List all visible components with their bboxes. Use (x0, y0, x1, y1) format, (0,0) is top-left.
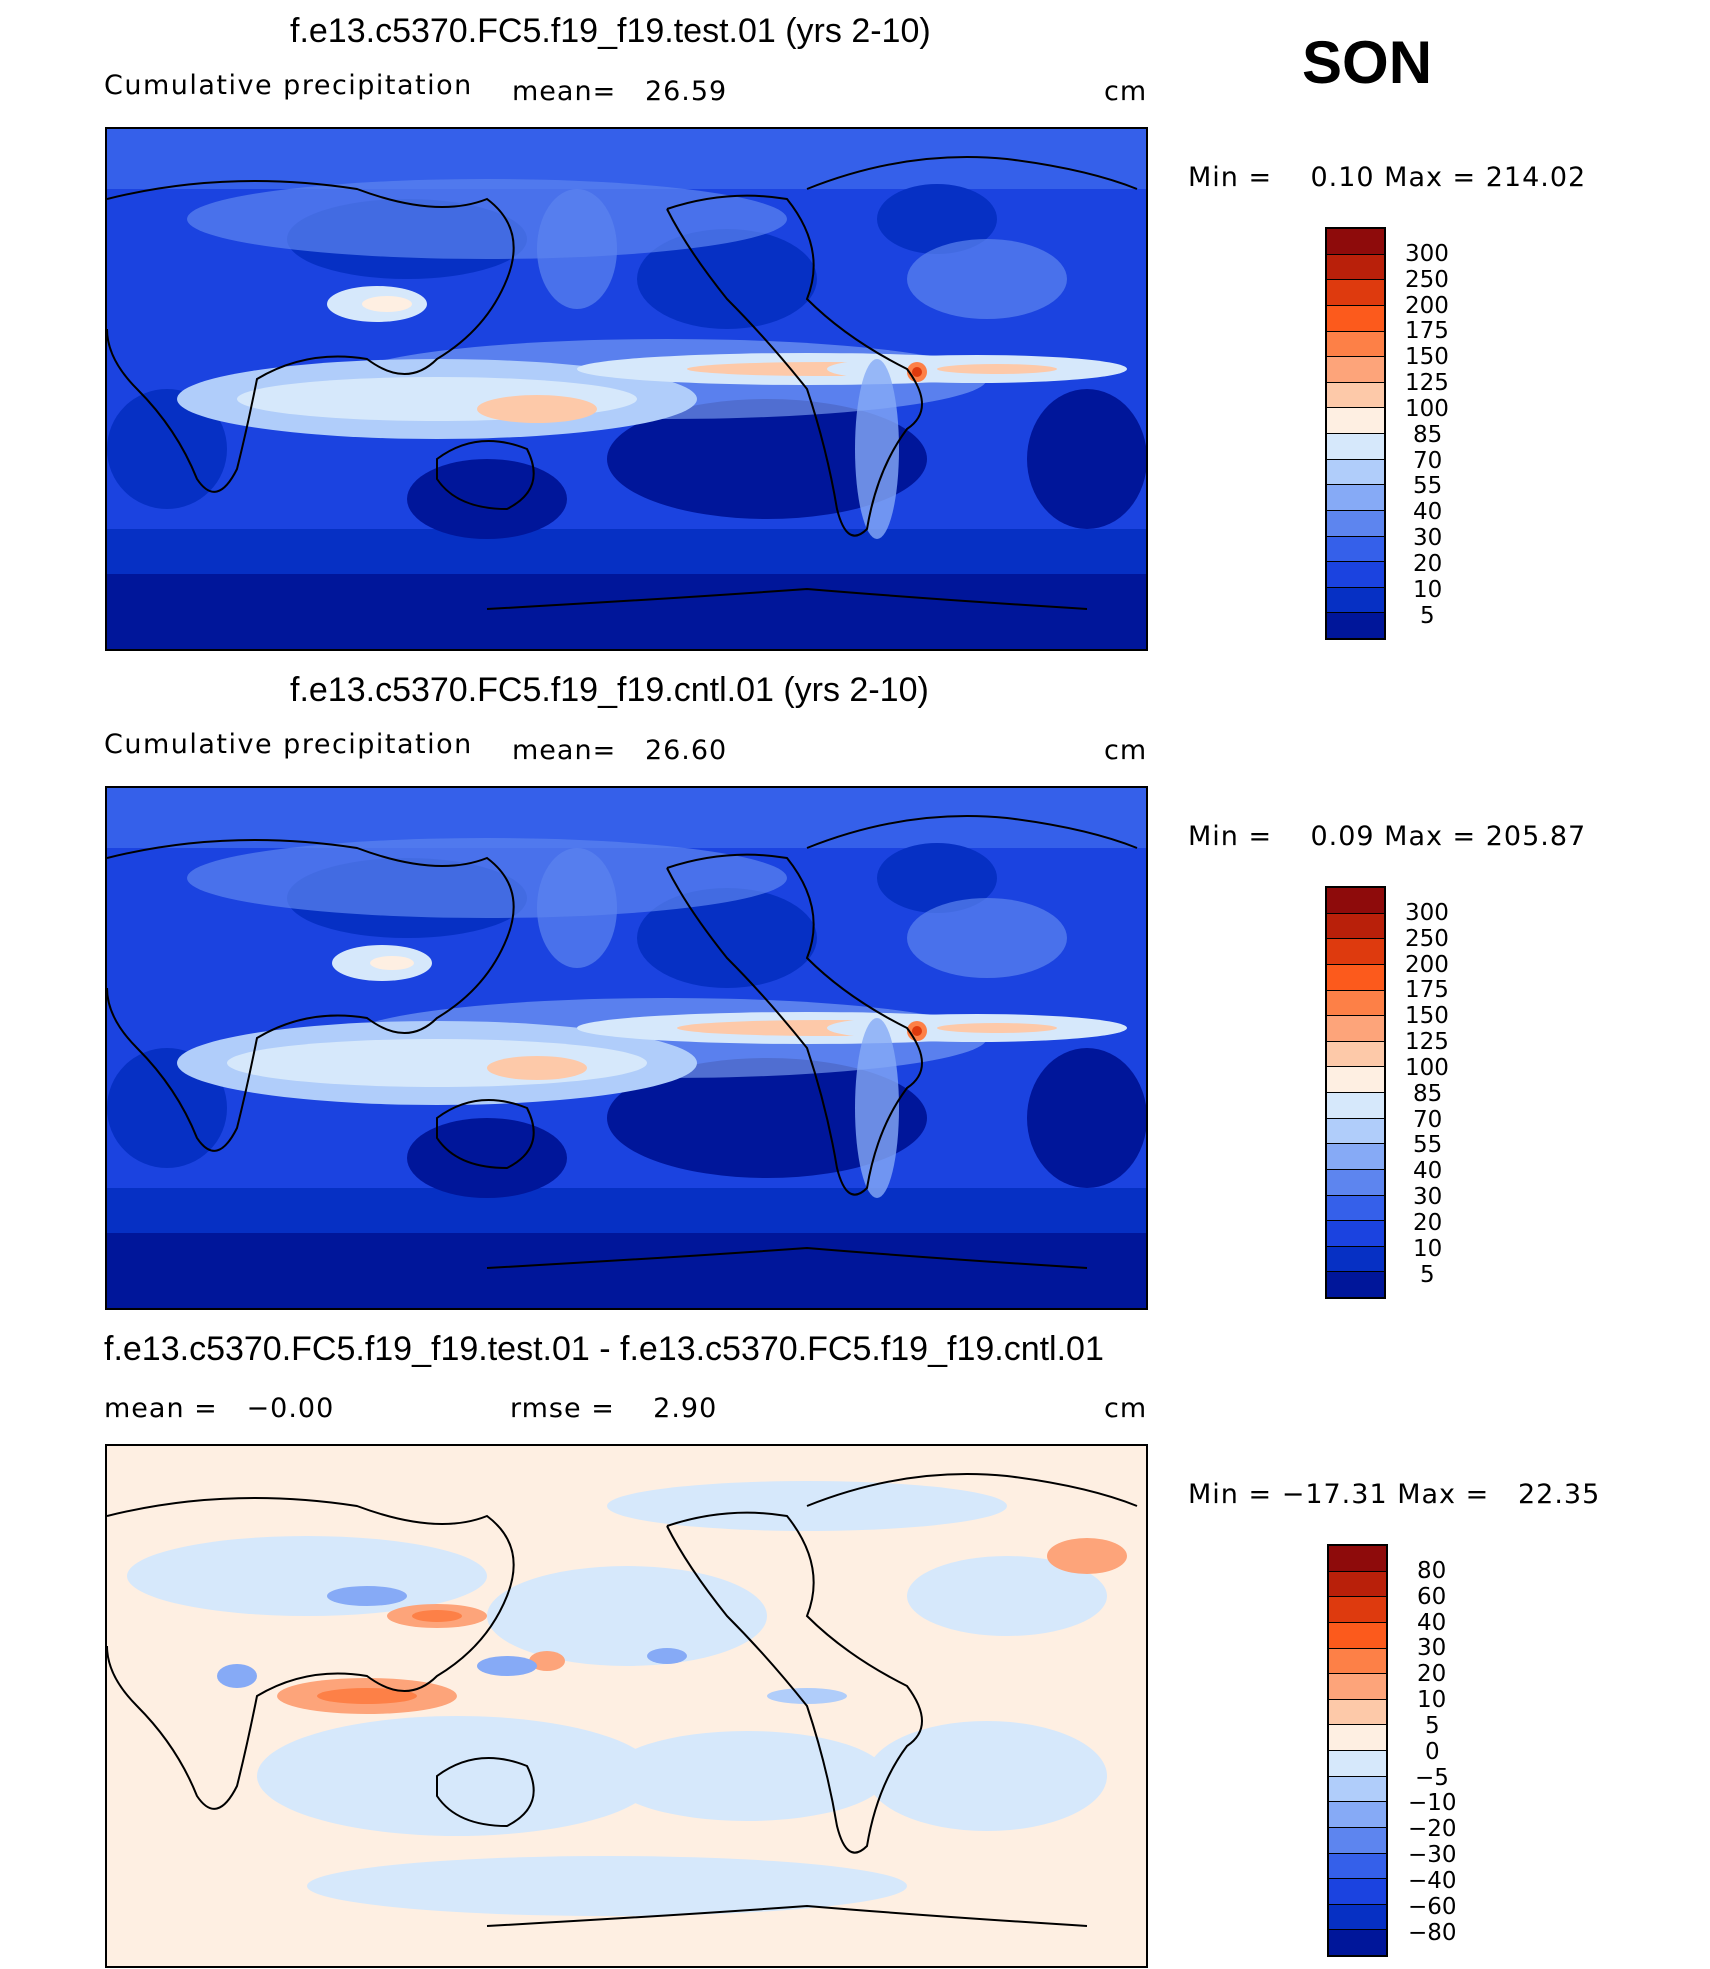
panel-1-colorbar-tick: 40 (1413, 499, 1443, 525)
panel-2-title: f.e13.c5370.FC5.f19_f19.cntl.01 (yrs 2-1… (290, 671, 929, 709)
panel-2-colorbar-tick: 150 (1405, 1003, 1449, 1029)
panel-1-colorbar-tick: 10 (1413, 577, 1443, 603)
panel-1-units: cm (1104, 76, 1148, 107)
panel-2-colorbar-tick: 300 (1405, 900, 1449, 926)
panel-1-colorbar-tick: 175 (1405, 318, 1449, 344)
panel-1-colorbar-tick: 300 (1405, 241, 1449, 267)
panel-2-colorbar-tick: 100 (1405, 1055, 1449, 1081)
panel-2-field-label: Cumulative precipitation (104, 729, 473, 760)
panel-3-minmax: Min = −17.31 Max = 22.35 (1188, 1479, 1601, 1510)
panel-3-diff-field (107, 1446, 1146, 1966)
panel-1-minmax: Min = 0.10 Max = 214.02 (1188, 162, 1587, 193)
panel-2-colorbar-tick: 200 (1405, 952, 1449, 978)
panel-1-colorbar-tick: 150 (1405, 344, 1449, 370)
panel-3-map (105, 1444, 1148, 1968)
panel-2-colorbar-tick: 70 (1413, 1107, 1443, 1133)
panel-2-minmax: Min = 0.09 Max = 205.87 (1188, 821, 1587, 852)
panel-2-colorbar (1325, 886, 1386, 1299)
panel-3-rmse: rmse = 2.90 (510, 1393, 718, 1424)
panel-3-title: f.e13.c5370.FC5.f19_f19.test.01 - f.e13.… (104, 1330, 1104, 1368)
panel-2-units: cm (1104, 735, 1148, 766)
panel-3-colorbar-tick: −40 (1408, 1868, 1457, 1894)
panel-2-colorbar-tick: 175 (1405, 977, 1449, 1003)
panel-3-colorbar-tick: 5 (1425, 1713, 1440, 1739)
panel-3-colorbar-tick: 10 (1417, 1687, 1447, 1713)
panel-3-colorbar-tick: 80 (1417, 1558, 1447, 1584)
panel-2-colorbar-tick: 40 (1413, 1158, 1443, 1184)
panel-2-colorbar-tick: 55 (1413, 1132, 1443, 1158)
panel-3-colorbar-tick: −30 (1408, 1842, 1457, 1868)
panel-2-colorbar-tick: 10 (1413, 1236, 1443, 1262)
panel-2-colorbar-tick: 30 (1413, 1184, 1443, 1210)
panel-3-colorbar-tick: −20 (1408, 1816, 1457, 1842)
panel-1-colorbar-tick: 70 (1413, 448, 1443, 474)
panel-3-colorbar (1327, 1544, 1388, 1957)
panel-2-colorbar-tick: 5 (1420, 1262, 1435, 1288)
panel-3-colorbar-tick: 40 (1417, 1610, 1447, 1636)
panel-2-map (105, 786, 1148, 1310)
panel-1-map (105, 127, 1148, 651)
panel-1-field-label: Cumulative precipitation (104, 70, 473, 101)
panel-1-precip-field (107, 129, 1146, 649)
panel-2-colorbar-tick: 250 (1405, 926, 1449, 952)
panel-1-colorbar-tick: 85 (1413, 422, 1443, 448)
panel-3-colorbar-tick: −5 (1415, 1765, 1449, 1791)
panel-3-colorbar-tick: −80 (1408, 1920, 1457, 1946)
panel-2-precip-field (107, 788, 1146, 1308)
panel-1-colorbar-tick: 250 (1405, 267, 1449, 293)
panel-3-mean: mean = −0.00 (104, 1393, 335, 1424)
panel-3-colorbar-tick: −60 (1408, 1894, 1457, 1920)
panel-3-colorbar-tick: 60 (1417, 1584, 1447, 1610)
panel-1-colorbar-tick: 100 (1405, 396, 1449, 422)
panel-3-colorbar-tick: 0 (1425, 1739, 1440, 1765)
panel-1-colorbar-tick: 55 (1413, 473, 1443, 499)
panel-2-colorbar-tick: 85 (1413, 1081, 1443, 1107)
panel-1-colorbar-tick: 30 (1413, 525, 1443, 551)
panel-1-mean: mean= 26.59 (512, 76, 728, 107)
panel-3-units: cm (1104, 1393, 1148, 1424)
panel-3-colorbar-tick: −10 (1408, 1790, 1457, 1816)
panel-2-mean: mean= 26.60 (512, 735, 728, 766)
panel-1-colorbar (1325, 227, 1386, 640)
panel-3-colorbar-tick: 30 (1417, 1635, 1447, 1661)
panel-1-colorbar-tick: 5 (1420, 603, 1435, 629)
panel-1-colorbar-tick: 125 (1405, 370, 1449, 396)
panel-2-colorbar-tick: 20 (1413, 1210, 1443, 1236)
panel-3-colorbar-tick: 20 (1417, 1661, 1447, 1687)
panel-1-colorbar-tick: 20 (1413, 551, 1443, 577)
panel-2-colorbar-tick: 125 (1405, 1029, 1449, 1055)
season-label: SON (1302, 29, 1433, 96)
panel-1-title: f.e13.c5370.FC5.f19_f19.test.01 (yrs 2-1… (290, 12, 931, 50)
panel-1-colorbar-tick: 200 (1405, 293, 1449, 319)
